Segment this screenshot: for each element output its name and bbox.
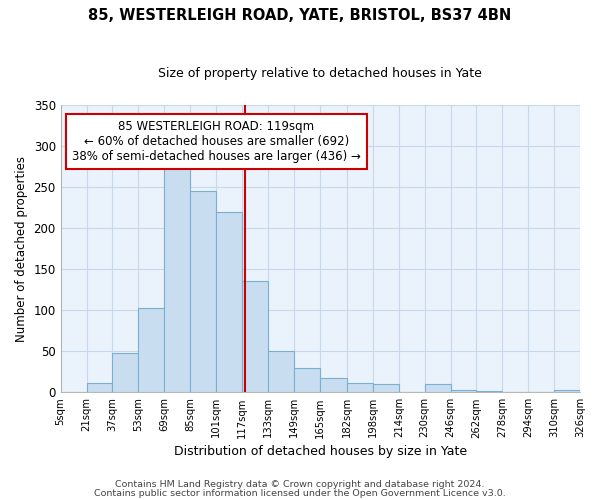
Bar <box>242 281 268 392</box>
Bar <box>216 212 242 392</box>
Text: Contains HM Land Registry data © Crown copyright and database right 2024.: Contains HM Land Registry data © Crown c… <box>115 480 485 489</box>
Bar <box>86 384 112 392</box>
Bar <box>554 390 580 392</box>
Y-axis label: Number of detached properties: Number of detached properties <box>15 156 28 342</box>
Bar <box>164 167 190 392</box>
Bar <box>451 390 476 392</box>
Bar <box>112 353 139 393</box>
Text: 85, WESTERLEIGH ROAD, YATE, BRISTOL, BS37 4BN: 85, WESTERLEIGH ROAD, YATE, BRISTOL, BS3… <box>88 8 512 22</box>
Bar <box>476 390 502 392</box>
Title: Size of property relative to detached houses in Yate: Size of property relative to detached ho… <box>158 68 482 80</box>
Bar <box>425 384 451 392</box>
Bar <box>139 308 164 392</box>
Bar <box>268 352 293 393</box>
Bar <box>190 190 216 392</box>
Bar <box>320 378 347 392</box>
Text: Contains public sector information licensed under the Open Government Licence v3: Contains public sector information licen… <box>94 488 506 498</box>
Bar <box>293 368 320 392</box>
X-axis label: Distribution of detached houses by size in Yate: Distribution of detached houses by size … <box>174 444 467 458</box>
Bar <box>373 384 399 392</box>
Text: 85 WESTERLEIGH ROAD: 119sqm
← 60% of detached houses are smaller (692)
38% of se: 85 WESTERLEIGH ROAD: 119sqm ← 60% of det… <box>72 120 361 162</box>
Bar <box>347 384 373 392</box>
